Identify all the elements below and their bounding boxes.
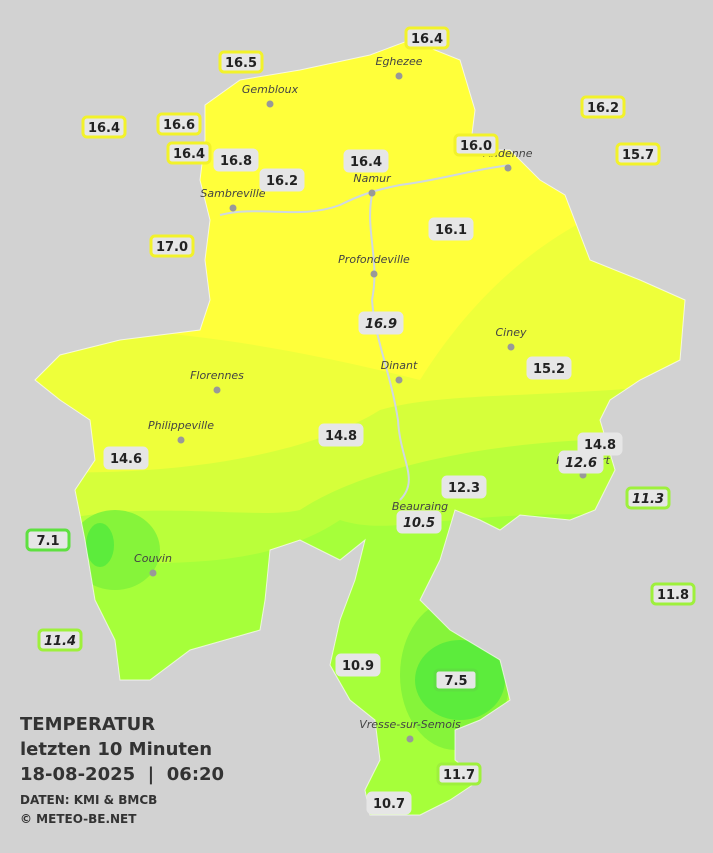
city-dot — [266, 100, 274, 108]
station-value: 16.4 — [173, 147, 205, 162]
station-box — [615, 142, 661, 166]
station-box — [433, 668, 479, 692]
station-box — [558, 450, 604, 474]
station-box — [81, 115, 127, 139]
legend-period: letzten 10 Minuten — [20, 739, 212, 760]
city-label: Ciney — [496, 326, 527, 339]
province-border — [34, 39, 686, 816]
legend-title: TEMPERATUR — [20, 714, 155, 735]
station-value: 11.7 — [443, 768, 475, 783]
station-box — [404, 26, 450, 50]
city-dot — [177, 436, 185, 444]
station-box — [358, 311, 404, 335]
station-value: 16.1 — [435, 223, 467, 238]
station-box — [335, 653, 381, 677]
station-value: 16.4 — [350, 155, 382, 170]
station-value: 14.8 — [325, 429, 357, 444]
city-label: Vresse-sur-Semois — [359, 718, 461, 731]
station-box — [259, 168, 305, 192]
station-value: 15.2 — [533, 362, 565, 377]
station-box — [428, 217, 474, 241]
city-label: Beauraing — [392, 500, 448, 513]
city-dot — [213, 386, 221, 394]
station-value: 16.0 — [460, 139, 492, 154]
station-value: 10.7 — [373, 797, 405, 812]
legend-source: DATEN: KMI & BMCB — [20, 793, 157, 807]
city-dot — [370, 270, 378, 278]
station-box — [218, 50, 264, 74]
station-value: 16.4 — [88, 121, 120, 136]
station-value: 12.3 — [448, 481, 480, 496]
station-box — [213, 148, 259, 172]
station-value: 11.4 — [44, 634, 76, 649]
station-box — [166, 141, 212, 165]
rivers — [219, 164, 511, 501]
station-box — [441, 475, 487, 499]
station-value: 10.9 — [342, 659, 374, 674]
station-value: 7.1 — [36, 534, 59, 549]
station-value: 17.0 — [156, 240, 188, 255]
city-label: Couvin — [134, 552, 172, 565]
station-box — [453, 133, 499, 157]
station-value: 16.6 — [163, 118, 195, 133]
city-dot — [507, 343, 515, 351]
station-value: 16.8 — [220, 154, 252, 169]
station-box — [25, 528, 71, 552]
city-dot — [229, 204, 237, 212]
station-box — [156, 112, 202, 136]
station-value: 16.2 — [587, 101, 619, 116]
legend-copyright: © METEO-BE.NET — [20, 812, 137, 826]
city-label: Dinant — [381, 359, 418, 372]
city-dot — [368, 189, 376, 197]
city-label: Florennes — [190, 369, 244, 382]
station-box — [396, 510, 442, 534]
station-box — [580, 95, 626, 119]
legend-timestamp: 18-08-2025 | 06:20 — [20, 764, 224, 785]
city-label: Profondeville — [338, 253, 410, 266]
city-dot — [406, 735, 414, 743]
city-label: Philippeville — [148, 419, 214, 432]
station-value: 12.6 — [565, 456, 597, 471]
station-value: 10.5 — [403, 516, 435, 531]
city-label: Gembloux — [242, 83, 299, 96]
station-value: 16.2 — [266, 174, 298, 189]
station-value: 7.5 — [444, 674, 467, 689]
station-box — [318, 423, 364, 447]
station-value: 15.7 — [622, 148, 654, 163]
city-label: Sambreville — [200, 187, 265, 200]
station-value: 11.3 — [632, 492, 664, 507]
station-box — [625, 486, 671, 510]
station-box — [526, 356, 572, 380]
station-value: 16.5 — [225, 56, 257, 71]
station-box — [149, 234, 195, 258]
city-label: Eghezee — [376, 55, 423, 68]
station-box — [366, 791, 412, 815]
station-box — [343, 149, 389, 173]
city-dot — [395, 376, 403, 384]
station-value: 16.4 — [411, 32, 443, 47]
city-dot — [504, 164, 512, 172]
station-value: 16.9 — [365, 317, 397, 332]
station-value: 11.8 — [657, 588, 689, 603]
station-box — [436, 762, 482, 786]
city-dot — [395, 72, 403, 80]
station-box — [37, 628, 83, 652]
station-box — [650, 582, 696, 606]
station-value: 14.6 — [110, 452, 142, 467]
station-box — [103, 446, 149, 470]
city-dot — [149, 569, 157, 577]
city-label: Namur — [353, 172, 392, 185]
station-value: 14.8 — [584, 438, 616, 453]
